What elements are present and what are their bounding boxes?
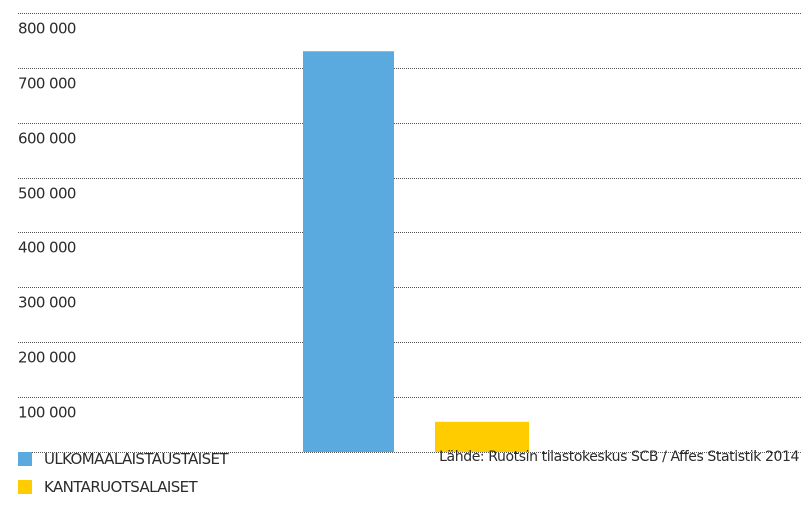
legend-item-kantaruotsalaiset: KANTARUOTSALAISET [18, 476, 228, 498]
legend-swatch-blue [18, 452, 32, 466]
legend-label: ULKOMAALAISTAUSTAISET [44, 450, 229, 468]
chart-legend: ULKOMAALAISTAUSTAISET KANTARUOTSALAISET [18, 448, 229, 504]
y-tick-label: 400 000 [18, 239, 76, 257]
y-tick-label: 800 000 [18, 20, 76, 38]
y-tick-label: 100 000 [18, 404, 76, 422]
legend-item-ulkomaalaistaustaiset: ULKOMAALAISTAUSTAISET [18, 448, 229, 470]
legend-swatch-yellow [18, 480, 32, 494]
bar-ulkomaalaistaustaiset [303, 51, 394, 452]
bar-kantaruotsalaiset [435, 421, 529, 452]
source-note: Lähde: Ruotsin tilastokeskus SCB / Affes… [439, 449, 799, 465]
y-tick-label: 500 000 [18, 185, 76, 203]
y-tick-label: 600 000 [18, 130, 76, 148]
y-tick-label: 200 000 [18, 349, 76, 367]
y-tick-label: 700 000 [18, 75, 76, 93]
legend-label: KANTARUOTSALAISET [44, 478, 198, 496]
y-tick-label: 300 000 [18, 294, 76, 312]
